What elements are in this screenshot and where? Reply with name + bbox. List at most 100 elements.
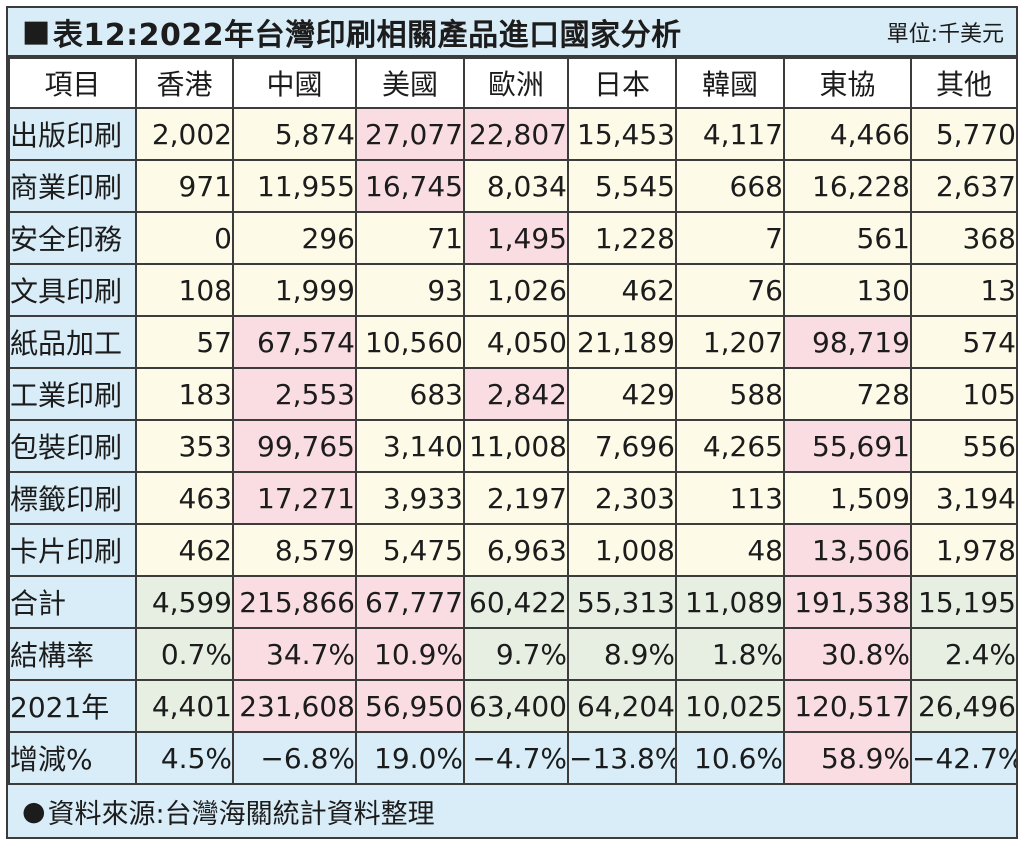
value-cell-highlighted: 13,506 [783, 523, 912, 577]
value-cell: 971 [135, 159, 234, 213]
col-header-asean: 東協 [783, 57, 912, 109]
value-cell: 3,194 [910, 471, 1018, 525]
table-row: 文具印刷 108 1,999 93 1,026 462 76 130 13 [8, 263, 1018, 317]
value-cell: 76 [675, 263, 785, 317]
value-cell: 1,228 [567, 211, 677, 265]
value-cell: 561 [783, 211, 912, 265]
value-cell: 1,008 [567, 523, 677, 577]
value-cell: 57 [135, 315, 234, 369]
value-cell-summary: 4,599 [135, 575, 234, 629]
value-cell: 11,008 [463, 419, 569, 473]
report-table-frame: ■ 表12:2022年台灣印刷相關產品進口國家分析 單位:千美元 項目 香港 中國… [6, 6, 1018, 839]
table-row: 標籤印刷 463 17,271 3,933 2,197 2,303 113 1,… [8, 471, 1018, 525]
value-cell: 6,963 [463, 523, 569, 577]
value-cell-highlighted: 2,842 [463, 367, 569, 421]
value-cell-highlighted: 34.7% [232, 627, 357, 681]
value-cell: 130 [783, 263, 912, 317]
row-label: 包裝印刷 [8, 419, 137, 473]
value-cell: 8,034 [463, 159, 569, 213]
row-label: 標籤印刷 [8, 471, 137, 525]
row-label: 合計 [8, 575, 137, 629]
value-cell: 5,475 [355, 523, 465, 577]
row-label: 紙品加工 [8, 315, 137, 369]
table-row-2021: 2021年 4,401 231,608 56,950 63,400 64,204… [8, 679, 1018, 733]
table-row: 安全印務 0 296 71 1,495 1,228 7 561 368 [8, 211, 1018, 265]
row-label: 增減% [8, 731, 137, 785]
value-cell: 296 [232, 211, 357, 265]
value-cell-summary: 26,496 [910, 679, 1018, 733]
value-cell-highlighted: 10.9% [355, 627, 465, 681]
col-header-china: 中國 [232, 57, 357, 109]
value-cell-highlighted: 16,745 [355, 159, 465, 213]
table-row-change: 增減% 4.5% −6.8% 19.0% −4.7% −13.8% 10.6% … [8, 731, 1018, 785]
value-cell-change: −6.8% [232, 731, 357, 785]
value-cell: 1,978 [910, 523, 1018, 577]
value-cell: 16,228 [783, 159, 912, 213]
col-header-japan: 日本 [567, 57, 677, 109]
value-cell-highlighted: 98,719 [783, 315, 912, 369]
value-cell-highlighted: 99,765 [232, 419, 357, 473]
value-cell: 2,637 [910, 159, 1018, 213]
value-cell: 5,545 [567, 159, 677, 213]
value-cell-highlighted: 1,495 [463, 211, 569, 265]
value-cell-change: −4.7% [463, 731, 569, 785]
table-row: 紙品加工 57 67,574 10,560 4,050 21,189 1,207… [8, 315, 1018, 369]
value-cell: 0 [135, 211, 234, 265]
value-cell: 5,770 [910, 107, 1018, 161]
value-cell-highlighted: 22,807 [463, 107, 569, 161]
source-note: ● 資料來源:台灣海關統計資料整理 [8, 785, 1016, 837]
value-cell: 5,874 [232, 107, 357, 161]
source-note-text: 資料來源:台灣海關統計資料整理 [47, 798, 435, 830]
value-cell: 15,453 [567, 107, 677, 161]
row-label: 卡片印刷 [8, 523, 137, 577]
value-cell: 93 [355, 263, 465, 317]
value-cell: 1,999 [232, 263, 357, 317]
row-label: 2021年 [8, 679, 137, 733]
value-cell-summary: 0.7% [135, 627, 234, 681]
value-cell: 21,189 [567, 315, 677, 369]
value-cell-highlighted: 2,553 [232, 367, 357, 421]
value-cell-summary: 55,313 [567, 575, 677, 629]
value-cell: 353 [135, 419, 234, 473]
value-cell: 2,303 [567, 471, 677, 525]
value-cell-change: 19.0% [355, 731, 465, 785]
value-cell: 48 [675, 523, 785, 577]
value-cell-change: −42.7% [910, 731, 1018, 785]
import-country-table: 項目 香港 中國 美國 歐洲 日本 韓國 東協 其他 出版印刷 2,002 5,… [8, 57, 1018, 785]
value-cell-summary: 10,025 [675, 679, 785, 733]
value-cell: 4,117 [675, 107, 785, 161]
value-cell: 588 [675, 367, 785, 421]
value-cell: 71 [355, 211, 465, 265]
value-cell: 668 [675, 159, 785, 213]
value-cell: 4,265 [675, 419, 785, 473]
title-bar: ■ 表12:2022年台灣印刷相關產品進口國家分析 單位:千美元 [8, 8, 1016, 57]
page-title-text: 表12:2022年台灣印刷相關產品進口國家分析 [52, 17, 682, 53]
value-cell-summary: 9.7% [463, 627, 569, 681]
value-cell: 1,509 [783, 471, 912, 525]
row-label: 出版印刷 [8, 107, 137, 161]
value-cell: 108 [135, 263, 234, 317]
value-cell: 7,696 [567, 419, 677, 473]
value-cell-change: 4.5% [135, 731, 234, 785]
col-header-hongkong: 香港 [135, 57, 234, 109]
table-row-total: 合計 4,599 215,866 67,777 60,422 55,313 11… [8, 575, 1018, 629]
value-cell: 8,579 [232, 523, 357, 577]
value-cell-summary: 2.4% [910, 627, 1018, 681]
table-row: 包裝印刷 353 99,765 3,140 11,008 7,696 4,265… [8, 419, 1018, 473]
col-header-item: 項目 [8, 57, 137, 109]
value-cell: 462 [135, 523, 234, 577]
value-cell: 1,026 [463, 263, 569, 317]
table-row: 商業印刷 971 11,955 16,745 8,034 5,545 668 1… [8, 159, 1018, 213]
value-cell-highlighted: 67,777 [355, 575, 465, 629]
value-cell: 4,466 [783, 107, 912, 161]
value-cell: 683 [355, 367, 465, 421]
value-cell: 728 [783, 367, 912, 421]
row-label: 商業印刷 [8, 159, 137, 213]
value-cell: 429 [567, 367, 677, 421]
table-row: 工業印刷 183 2,553 683 2,842 429 588 728 105 [8, 367, 1018, 421]
square-bullet-icon: ■ [22, 14, 51, 49]
value-cell: 462 [567, 263, 677, 317]
table-row-share: 結構率 0.7% 34.7% 10.9% 9.7% 8.9% 1.8% 30.8… [8, 627, 1018, 681]
value-cell-summary: 8.9% [567, 627, 677, 681]
value-cell: 11,955 [232, 159, 357, 213]
